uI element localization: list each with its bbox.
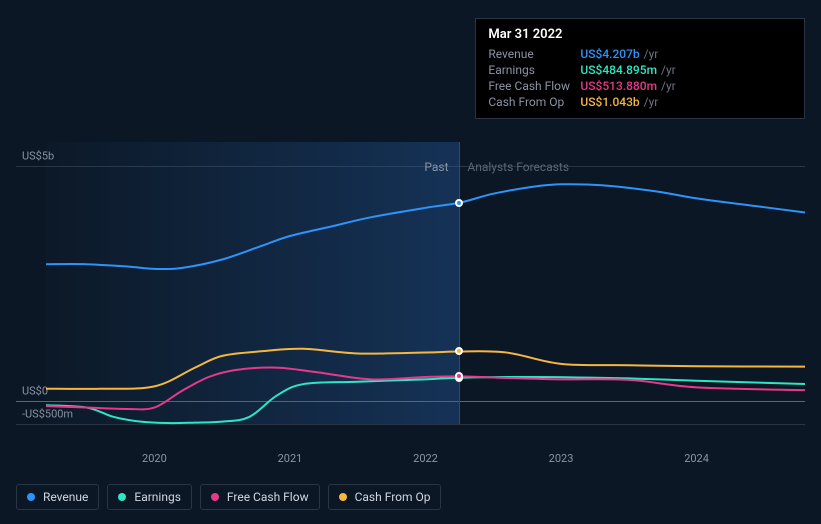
tooltip-row-value: US$1.043b bbox=[580, 95, 639, 109]
legend-dot-icon bbox=[339, 493, 347, 501]
marker-revenue bbox=[455, 199, 463, 207]
tooltip-row-label: Earnings bbox=[488, 63, 580, 77]
chart-tooltip: Mar 31 2022 RevenueUS$4.207b/yrEarningsU… bbox=[475, 18, 805, 119]
legend-dot-icon bbox=[118, 493, 126, 501]
legend-label: Revenue bbox=[43, 490, 88, 504]
financial-chart: US$5bUS$0-US$500m Past Analysts Forecast… bbox=[16, 10, 805, 470]
tooltip-row-value: US$4.207b bbox=[580, 47, 639, 61]
tooltip-row-unit: /yr bbox=[661, 79, 676, 93]
chart-legend: Revenue Earnings Free Cash Flow Cash From O… bbox=[16, 484, 441, 510]
legend-label: Cash From Op bbox=[355, 490, 431, 504]
tooltip-row: EarningsUS$484.895m/yr bbox=[488, 62, 792, 78]
legend-dot-icon bbox=[211, 493, 219, 501]
tooltip-row-label: Cash From Op bbox=[488, 95, 580, 109]
marker-fcf bbox=[455, 372, 463, 380]
tooltip-row-unit: /yr bbox=[661, 63, 676, 77]
tooltip-row-value: US$513.880m bbox=[580, 79, 657, 93]
tooltip-row-value: US$484.895m bbox=[580, 63, 657, 77]
tooltip-row-label: Revenue bbox=[488, 47, 580, 61]
tooltip-row-label: Free Cash Flow bbox=[488, 79, 580, 93]
legend-item-revenue[interactable]: Revenue bbox=[16, 484, 99, 510]
series-line-cfo bbox=[46, 349, 805, 389]
legend-item-earnings[interactable]: Earnings bbox=[107, 484, 192, 510]
tooltip-row-unit: /yr bbox=[644, 47, 659, 61]
tooltip-date: Mar 31 2022 bbox=[488, 27, 792, 42]
legend-dot-icon bbox=[27, 493, 35, 501]
legend-label: Earnings bbox=[134, 490, 181, 504]
legend-item-fcf[interactable]: Free Cash Flow bbox=[200, 484, 320, 510]
legend-label: Free Cash Flow bbox=[227, 490, 309, 504]
tooltip-row: Cash From OpUS$1.043b/yr bbox=[488, 94, 792, 110]
series-line-fcf bbox=[46, 368, 805, 410]
marker-cfo bbox=[455, 347, 463, 355]
legend-item-cfo[interactable]: Cash From Op bbox=[328, 484, 442, 510]
tooltip-row: Free Cash FlowUS$513.880m/yr bbox=[488, 78, 792, 94]
tooltip-row-unit: /yr bbox=[644, 95, 659, 109]
series-line-revenue bbox=[46, 184, 805, 269]
tooltip-row: RevenueUS$4.207b/yr bbox=[488, 46, 792, 62]
